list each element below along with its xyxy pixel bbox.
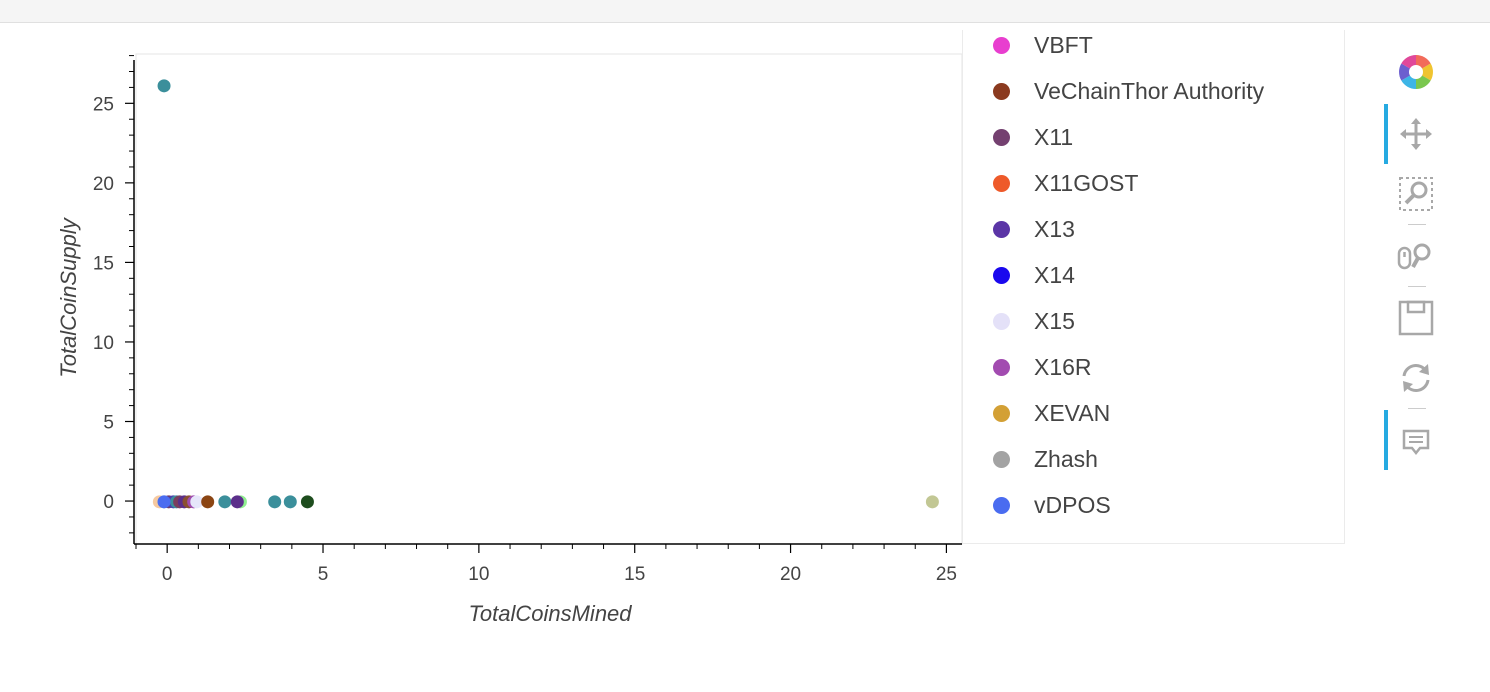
y-tick-label: 0 [103, 492, 114, 513]
legend-item[interactable]: X16R [993, 352, 1092, 382]
legend-label: X14 [1034, 261, 1075, 288]
legend-item[interactable]: X13 [993, 214, 1075, 244]
legend-swatch [993, 496, 1010, 514]
legend-swatch [993, 220, 1010, 238]
legend-swatch [993, 312, 1010, 330]
y-tick-label: 10 [93, 333, 114, 354]
y-tick-label: 5 [103, 413, 114, 434]
x-tick-label: 10 [468, 564, 489, 585]
y-tick-label: 25 [93, 94, 114, 115]
legend-label: VeChainThor Authority [1034, 77, 1265, 104]
legend-swatch [993, 128, 1010, 146]
legend-swatch [993, 36, 1010, 54]
legend-label: Zhash [1034, 445, 1098, 472]
x-tick-label: 15 [624, 564, 645, 585]
data-point[interactable] [157, 495, 171, 509]
x-tick-label: 20 [780, 564, 801, 585]
bokeh-logo-icon[interactable] [1396, 52, 1436, 92]
plot-frame [135, 53, 963, 545]
wheel-zoom-icon[interactable] [1396, 236, 1436, 276]
data-point[interactable] [201, 495, 215, 509]
hover-icon[interactable] [1396, 422, 1436, 462]
toolbar-separator [1408, 286, 1426, 287]
toolbar-separator [1408, 408, 1426, 409]
data-point[interactable] [925, 495, 939, 509]
legend-swatch [993, 174, 1010, 192]
legend-label: XEVAN [1034, 399, 1111, 426]
box-zoom-icon[interactable] [1396, 174, 1436, 214]
data-point[interactable] [300, 495, 314, 509]
legend-label: X13 [1034, 215, 1075, 242]
legend-label: VBFT [1034, 31, 1093, 58]
legend-label: X15 [1034, 307, 1075, 334]
legend-label: vDPOS [1034, 491, 1111, 518]
x-tick-label: 0 [162, 564, 173, 585]
data-point[interactable] [283, 495, 297, 509]
legend-label: X16R [1034, 353, 1092, 380]
legend-item[interactable]: X11 [993, 122, 1073, 152]
toolbar-separator [1408, 224, 1426, 225]
hover-active-indicator [1384, 410, 1388, 470]
data-point[interactable] [157, 79, 171, 93]
legend: VBFT VeChainThor Authority X11 X11GOST X13 X1… [962, 30, 1345, 544]
pan-active-indicator [1384, 104, 1388, 164]
toolbar [1384, 50, 1454, 480]
legend-swatch [993, 266, 1010, 284]
x-axis-label: TotalCoinsMined [468, 601, 632, 626]
legend-item[interactable]: X11GOST [993, 168, 1138, 198]
x-tick-label: 5 [318, 564, 329, 585]
save-icon[interactable] [1396, 298, 1436, 338]
browser-top-bar [0, 0, 1490, 23]
legend-label: X11 [1034, 123, 1074, 150]
legend-label: X11GOST [1034, 169, 1139, 196]
legend-item[interactable]: vDPOS [993, 490, 1111, 520]
legend-swatch [993, 404, 1010, 422]
legend-item[interactable]: X15 [993, 306, 1075, 336]
y-tick-label: 20 [93, 174, 114, 195]
legend-swatch [993, 450, 1010, 468]
legend-item[interactable]: Zhash [993, 444, 1098, 474]
reset-icon[interactable] [1396, 358, 1436, 398]
y-tick-label: 15 [93, 253, 114, 274]
x-tick-label: 25 [936, 564, 957, 585]
points-layer [152, 79, 939, 509]
legend-item[interactable]: X14 [993, 260, 1075, 290]
data-point[interactable] [218, 495, 232, 509]
legend-item[interactable]: VBFT [993, 30, 1093, 60]
data-point[interactable] [190, 495, 204, 509]
legend-item[interactable]: VeChainThor Authority [993, 76, 1264, 106]
pan-icon[interactable] [1396, 114, 1436, 154]
legend-swatch [993, 82, 1010, 100]
axes-layer: 0 5 10 15 20 25 0 5 10 15 20 25 [93, 55, 962, 585]
legend-item[interactable]: XEVAN [993, 398, 1110, 428]
y-axis-label: TotalCoinSupply [56, 216, 81, 377]
legend-swatch [993, 358, 1010, 376]
data-point[interactable] [230, 495, 244, 509]
data-point[interactable] [268, 495, 282, 509]
